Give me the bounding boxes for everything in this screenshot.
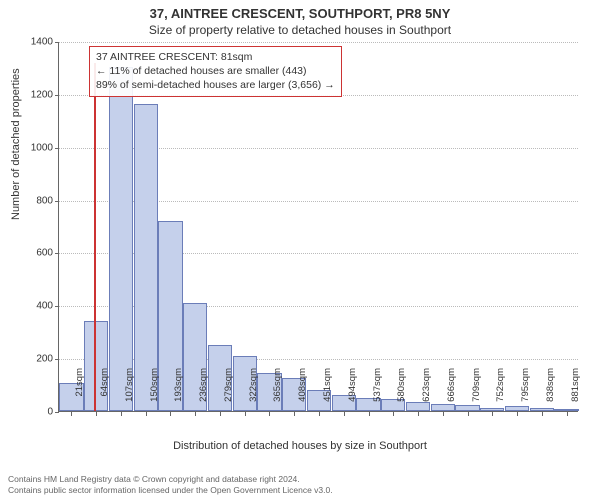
y-tick-mark bbox=[55, 42, 59, 43]
x-tick-label: 193sqm bbox=[173, 368, 184, 416]
x-tick-mark bbox=[195, 412, 196, 416]
y-tick-label: 400 bbox=[23, 301, 53, 312]
x-tick-label: 236sqm bbox=[198, 368, 209, 416]
chart-container: 37, AINTREE CRESCENT, SOUTHPORT, PR8 5NY… bbox=[0, 0, 600, 500]
x-tick-mark bbox=[418, 412, 419, 416]
x-tick-mark bbox=[121, 412, 122, 416]
y-tick-mark bbox=[55, 412, 59, 413]
y-tick-mark bbox=[55, 253, 59, 254]
x-tick-label: 107sqm bbox=[124, 368, 135, 416]
x-tick-label: 279sqm bbox=[223, 368, 234, 416]
y-tick-label: 800 bbox=[23, 195, 53, 206]
x-tick-mark bbox=[269, 412, 270, 416]
x-tick-mark bbox=[492, 412, 493, 416]
y-tick-label: 1400 bbox=[23, 37, 53, 48]
x-tick-mark bbox=[542, 412, 543, 416]
x-tick-mark bbox=[96, 412, 97, 416]
y-tick-label: 200 bbox=[23, 354, 53, 365]
x-tick-mark bbox=[319, 412, 320, 416]
x-tick-mark bbox=[146, 412, 147, 416]
marker-line bbox=[94, 63, 96, 411]
x-tick-mark bbox=[344, 412, 345, 416]
histogram-bar bbox=[109, 67, 133, 411]
y-tick-mark bbox=[55, 359, 59, 360]
x-tick-label: 494sqm bbox=[347, 368, 358, 416]
grid-line bbox=[59, 42, 578, 43]
x-tick-label: 623sqm bbox=[421, 368, 432, 416]
x-tick-label: 709sqm bbox=[471, 368, 482, 416]
x-tick-mark bbox=[245, 412, 246, 416]
annotation-box: 37 AINTREE CRESCENT: 81sqm ← 11% of deta… bbox=[89, 46, 342, 97]
x-tick-mark bbox=[71, 412, 72, 416]
y-tick-mark bbox=[55, 95, 59, 96]
y-tick-label: 1000 bbox=[23, 142, 53, 153]
x-tick-label: 752sqm bbox=[495, 368, 506, 416]
x-tick-label: 64sqm bbox=[99, 368, 110, 416]
x-tick-label: 365sqm bbox=[272, 368, 283, 416]
attribution-line: Contains HM Land Registry data © Crown c… bbox=[8, 474, 333, 485]
plot-area: 020040060080010001200140021sqm64sqm107sq… bbox=[58, 42, 578, 412]
y-tick-label: 1200 bbox=[23, 89, 53, 100]
x-tick-mark bbox=[393, 412, 394, 416]
x-tick-label: 881sqm bbox=[570, 368, 581, 416]
x-tick-mark bbox=[517, 412, 518, 416]
x-tick-label: 838sqm bbox=[545, 368, 556, 416]
y-tick-mark bbox=[55, 306, 59, 307]
x-tick-mark bbox=[220, 412, 221, 416]
x-tick-label: 795sqm bbox=[520, 368, 531, 416]
x-tick-mark bbox=[443, 412, 444, 416]
x-tick-label: 451sqm bbox=[322, 368, 333, 416]
title-sub: Size of property relative to detached ho… bbox=[0, 21, 600, 37]
annotation-line: 37 AINTREE CRESCENT: 81sqm bbox=[96, 50, 335, 64]
annotation-line: 89% of semi-detached houses are larger (… bbox=[96, 78, 335, 92]
x-tick-label: 322sqm bbox=[248, 368, 259, 416]
x-tick-mark bbox=[294, 412, 295, 416]
x-tick-label: 408sqm bbox=[297, 368, 308, 416]
attribution: Contains HM Land Registry data © Crown c… bbox=[8, 474, 333, 496]
x-tick-label: 666sqm bbox=[446, 368, 457, 416]
x-tick-mark bbox=[170, 412, 171, 416]
x-tick-label: 150sqm bbox=[149, 368, 160, 416]
x-axis-label: Distribution of detached houses by size … bbox=[0, 440, 600, 452]
histogram-bar bbox=[134, 104, 158, 411]
annotation-line: ← 11% of detached houses are smaller (44… bbox=[96, 64, 335, 78]
y-tick-mark bbox=[55, 148, 59, 149]
y-axis-label: Number of detached properties bbox=[10, 68, 22, 220]
y-tick-label: 600 bbox=[23, 248, 53, 259]
y-tick-mark bbox=[55, 201, 59, 202]
chart-area: 020040060080010001200140021sqm64sqm107sq… bbox=[58, 42, 578, 412]
attribution-line: Contains public sector information licen… bbox=[8, 485, 333, 496]
x-tick-mark bbox=[468, 412, 469, 416]
x-tick-mark bbox=[369, 412, 370, 416]
x-tick-mark bbox=[567, 412, 568, 416]
x-tick-label: 537sqm bbox=[372, 368, 383, 416]
x-tick-label: 21sqm bbox=[74, 368, 85, 416]
y-tick-label: 0 bbox=[23, 407, 53, 418]
x-tick-label: 580sqm bbox=[396, 368, 407, 416]
title-main: 37, AINTREE CRESCENT, SOUTHPORT, PR8 5NY bbox=[0, 0, 600, 21]
